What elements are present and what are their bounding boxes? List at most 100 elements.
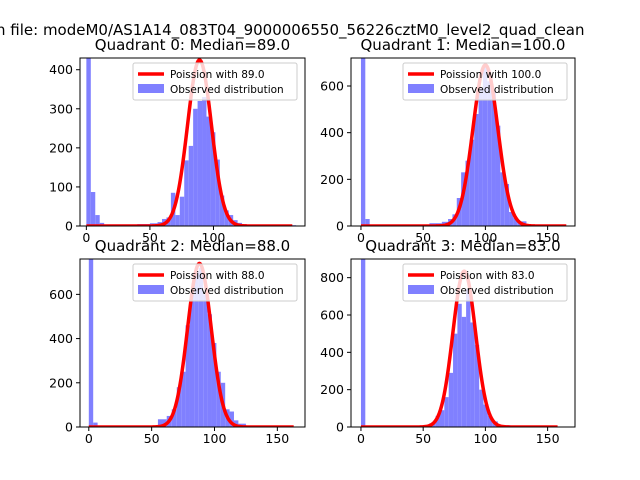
- histogram-bar: [197, 100, 203, 226]
- x-tick-label: 100: [473, 431, 497, 446]
- histogram-bar: [360, 58, 366, 226]
- subplot-title: Quadrant 1: Median=100.0: [361, 36, 566, 54]
- y-tick-label: 200: [320, 382, 344, 397]
- y-tick-label: 600: [320, 79, 344, 94]
- legend: Poission with 100.0 Observed distribution: [402, 62, 568, 101]
- histogram-bar: [444, 397, 449, 427]
- histogram-bar: [207, 314, 212, 427]
- histogram-bar: [86, 58, 91, 226]
- figure-suptitle: n file: modeM0/AS1A14_083T04_9000006550_…: [0, 21, 585, 40]
- y-tick-label: 400: [320, 125, 344, 140]
- y-tick-label: 800: [320, 270, 344, 285]
- legend-observed-label: Observed distribution: [170, 84, 284, 96]
- x-tick-label: 100: [473, 230, 497, 245]
- histogram-bar: [194, 272, 199, 427]
- axes-frame: [350, 57, 576, 227]
- histogram-bar: [474, 344, 480, 427]
- histogram-bar: [176, 387, 182, 427]
- histogram-bar: [210, 132, 216, 226]
- x-tick-label: 100: [203, 431, 227, 446]
- x-tick-label: 0: [357, 230, 365, 245]
- legend-observed-swatch: [408, 285, 434, 294]
- x-tick-label: 50: [415, 230, 431, 245]
- histogram-bar: [215, 159, 220, 226]
- histogram-bar: [504, 184, 510, 226]
- histogram-bar: [233, 420, 239, 427]
- y-tick-label: 100: [49, 179, 73, 194]
- histogram-bar: [93, 422, 98, 427]
- legend-box: [402, 263, 568, 302]
- axes-frame: [79, 57, 306, 227]
- histogram-bar: [189, 294, 195, 427]
- histogram-bar: [185, 325, 190, 427]
- x-tick-label: 50: [144, 431, 160, 446]
- histogram-bar: [491, 90, 496, 226]
- histogram-bar: [198, 267, 204, 427]
- histogram-bar: [179, 196, 185, 226]
- y-tick-label: 200: [49, 375, 73, 390]
- x-tick-label: 50: [415, 431, 431, 446]
- histogram-bar: [457, 303, 462, 427]
- legend-box: [132, 263, 298, 302]
- y-tick-label: 200: [320, 172, 344, 187]
- histogram-bar: [466, 288, 471, 427]
- histogram-bar: [224, 210, 229, 226]
- histogram-bar: [483, 404, 488, 427]
- histogram-bar: [193, 108, 198, 226]
- histogram-bar: [216, 371, 221, 427]
- subplot-quadrant-1: 0 50 100 150 0 200 400 600 Quadrant 1: Median=10…: [320, 36, 576, 245]
- histogram-bar: [365, 219, 370, 226]
- histogram-bar: [509, 212, 514, 226]
- legend: Poission with 83.0 Observed distribution: [402, 263, 568, 302]
- subplot-title: Quadrant 3: Median=83.0: [365, 237, 560, 255]
- histogram-bar: [474, 114, 479, 226]
- histogram-bar: [439, 410, 445, 427]
- legend-observed-swatch: [138, 84, 164, 93]
- histogram-bar: [360, 259, 366, 427]
- histogram-bar: [229, 411, 234, 427]
- histogram-bar: [206, 116, 211, 226]
- histogram-bar: [219, 195, 225, 226]
- legend-observed-label: Observed distribution: [440, 285, 554, 297]
- histogram-bar: [482, 67, 488, 226]
- legend-observed-label: Observed distribution: [170, 285, 284, 297]
- histogram-bar: [202, 97, 207, 226]
- legend-observed-label: Observed distribution: [440, 84, 554, 96]
- histogram-bar: [513, 217, 518, 226]
- x-tick-label: 150: [536, 230, 560, 245]
- y-tick-label: 400: [320, 345, 344, 360]
- legend: Poission with 89.0 Observed distribution: [132, 62, 298, 101]
- legend-box: [402, 62, 568, 101]
- x-tick-label: 100: [202, 230, 226, 245]
- y-tick-label: 0: [336, 420, 344, 435]
- legend-box: [132, 62, 298, 101]
- histogram-bar: [184, 160, 189, 226]
- x-tick-label: 0: [357, 431, 365, 446]
- x-tick-label: 150: [536, 431, 560, 446]
- histogram-bar: [181, 371, 186, 427]
- histogram-bar: [171, 409, 177, 427]
- histogram-bar: [465, 160, 470, 226]
- histogram-bar: [90, 192, 96, 226]
- histogram-bar: [203, 294, 208, 427]
- poisson-curve: [85, 58, 294, 226]
- legend-poisson-label: Poission with 83.0: [440, 270, 535, 282]
- histogram-bar: [478, 88, 483, 226]
- histogram-bar: [500, 172, 505, 226]
- legend-observed-swatch: [408, 84, 434, 93]
- y-tick-label: 400: [49, 62, 73, 77]
- subplot-quadrant-2: 0 50 100 150 0 200 400 600 Quadrant 2: Median=88…: [49, 237, 306, 446]
- axes-frame: [350, 258, 576, 428]
- histogram-bar: [211, 343, 217, 427]
- histogram-bar: [469, 139, 475, 226]
- legend-observed-swatch: [138, 285, 164, 294]
- histogram-bar: [487, 81, 492, 226]
- histogram-bar: [88, 259, 94, 427]
- y-tick-label: 300: [49, 101, 73, 116]
- histogram-bar: [448, 372, 454, 427]
- x-tick-label: 50: [142, 230, 158, 245]
- legend-poisson-label: Poission with 89.0: [170, 69, 265, 81]
- histogram-bar: [157, 419, 167, 427]
- subplot-quadrant-3: 0 50 100 150 0 200 400 600 800 Quadrant 3: Median…: [320, 237, 576, 446]
